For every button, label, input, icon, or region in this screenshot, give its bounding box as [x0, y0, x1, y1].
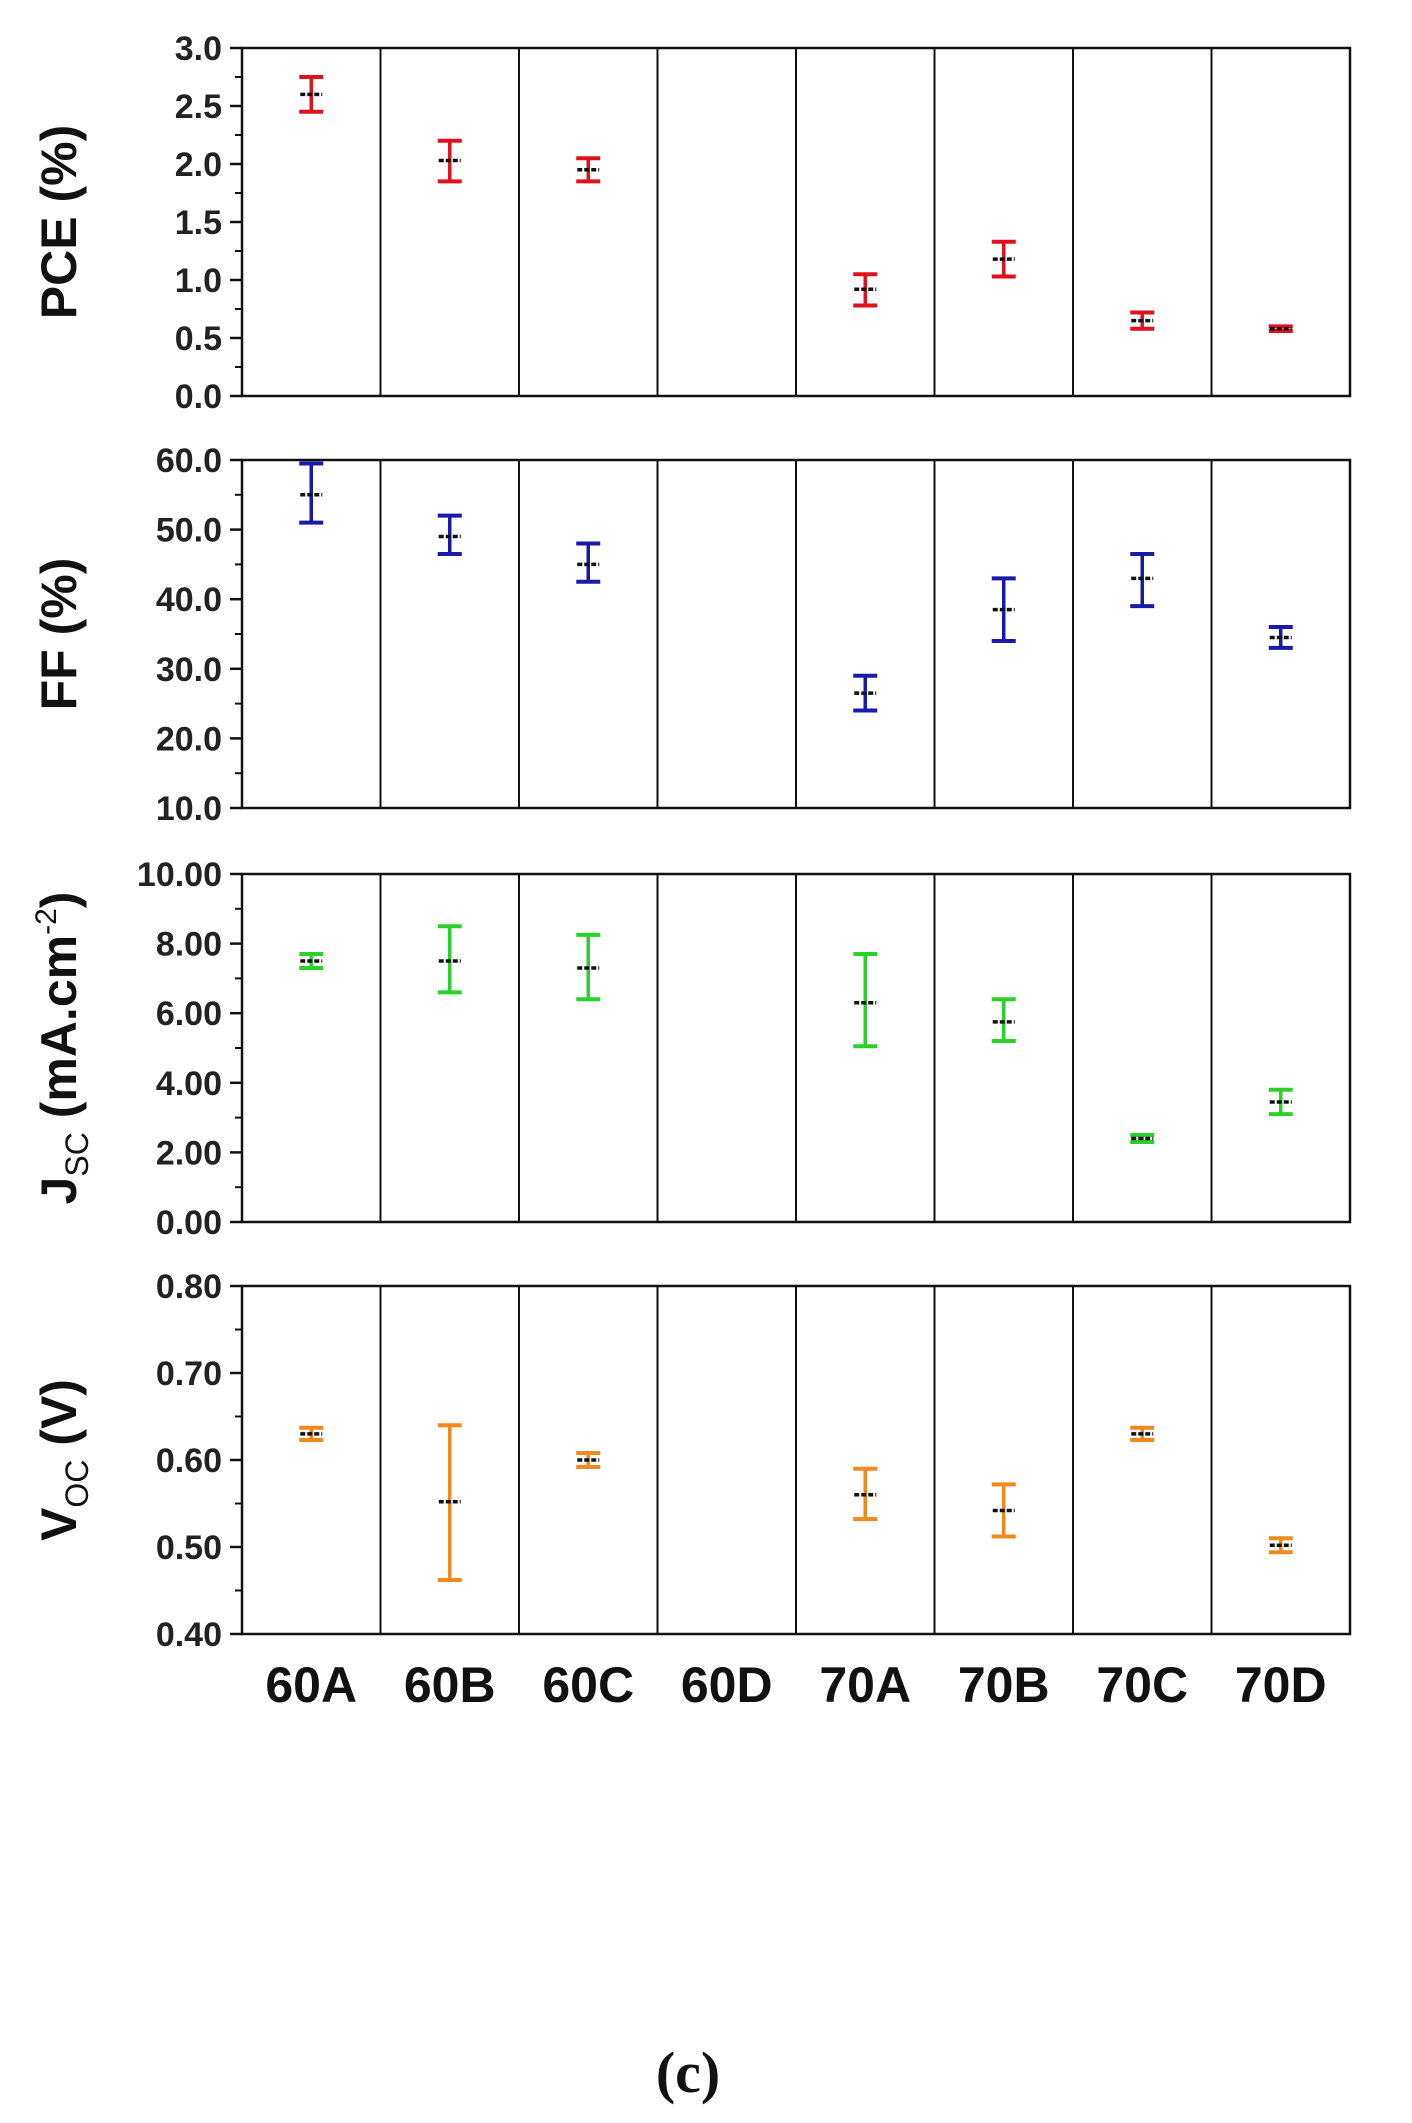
panel-4: 0.40 0.50 0.60 0.70 0.80 VOC (V) [31, 1268, 1352, 1654]
error-bar-70B [991, 1482, 1016, 1539]
x-category-label: 60D [681, 1657, 773, 1713]
error-bar-70D [1268, 1087, 1293, 1117]
error-bar-70A [853, 272, 878, 308]
error-bar-70B [991, 239, 1016, 279]
x-category-label: 70A [819, 1657, 911, 1713]
error-bar-70D [1268, 1536, 1293, 1555]
y-tick-label: 60.0 [156, 442, 222, 480]
y-axis-title: PCE (%) [31, 125, 87, 319]
y-axis-title: VOC (V) [31, 1379, 95, 1541]
y-tick-label: 2.0 [175, 146, 222, 184]
error-bar-70C [1130, 551, 1155, 609]
error-bar-60B [437, 1423, 462, 1583]
y-tick-label: 1.5 [175, 204, 222, 242]
y-tick-label: 2.5 [175, 88, 222, 126]
error-bar-60A [299, 952, 324, 970]
y-tick-label: 10.0 [156, 790, 222, 828]
error-bar-60A [299, 75, 324, 114]
panel-2: 10.0 20.0 30.0 40.0 50.0 60.0 FF (%) [31, 442, 1352, 828]
y-tick-label: 0.0 [175, 378, 222, 416]
y-tick-label: 50.0 [156, 512, 222, 550]
y-tick-label: 0.50 [156, 1529, 222, 1567]
error-bar-60B [437, 138, 462, 184]
y-tick-label: 30.0 [156, 651, 222, 689]
x-category-label: 60B [404, 1657, 496, 1713]
chart-panels: 0.0 0.5 1.0 1.5 2.0 2.5 3.0 PCE (%) 10.0 20.0 30.0… [30, 30, 1352, 1654]
y-tick-label: 0.00 [156, 1204, 222, 1242]
y-tick-label: 2.00 [156, 1134, 222, 1172]
x-category-label: 70D [1235, 1657, 1327, 1713]
error-bar-70C [1130, 1133, 1155, 1144]
error-bar-70B [991, 997, 1016, 1044]
y-tick-label: 0.60 [156, 1442, 222, 1480]
y-tick-label: 8.00 [156, 926, 222, 964]
y-tick-label: 0.80 [156, 1268, 222, 1306]
x-category-label: 70B [958, 1657, 1050, 1713]
error-bar-60C [576, 1451, 601, 1469]
y-tick-label: 0.70 [156, 1355, 222, 1393]
y-axis-title: JSC (mA.cm-2) [30, 892, 95, 1205]
error-bar-60C [576, 156, 601, 184]
y-tick-label: 40.0 [156, 581, 222, 619]
error-bar-60B [437, 513, 462, 556]
y-tick-label: 0.5 [175, 320, 222, 358]
error-bar-60C [576, 932, 601, 1002]
error-bar-60B [437, 924, 462, 995]
panel-3: 0.00 2.00 4.00 6.00 8.00 10.00 JSC (mA.cm-2) [30, 856, 1352, 1242]
x-category-label: 60C [542, 1657, 634, 1713]
figure-caption: (c) [656, 2040, 720, 2105]
error-bar-70A [853, 952, 878, 1049]
error-bar-60A [299, 461, 324, 525]
x-category-label: 70C [1096, 1657, 1188, 1713]
error-bar-60C [576, 541, 601, 584]
y-tick-label: 10.00 [137, 856, 222, 894]
error-bar-70C [1130, 1425, 1155, 1442]
y-tick-label: 20.0 [156, 720, 222, 758]
y-tick-label: 4.00 [156, 1065, 222, 1103]
y-tick-label: 6.00 [156, 995, 222, 1033]
error-bar-70A [853, 1466, 878, 1522]
y-tick-label: 1.0 [175, 262, 222, 300]
panel-1: 0.0 0.5 1.0 1.5 2.0 2.5 3.0 PCE (%) [31, 30, 1352, 416]
error-bar-70C [1130, 310, 1155, 331]
y-axis-title: FF (%) [31, 558, 87, 711]
error-bar-60A [299, 1425, 324, 1442]
y-tick-label: 3.0 [175, 30, 222, 68]
x-category-label: 60A [265, 1657, 357, 1713]
y-tick-label: 0.40 [156, 1616, 222, 1654]
error-bar-70D [1268, 625, 1293, 650]
error-bar-70D [1268, 324, 1293, 334]
x-axis-labels: 60A 60B 60C 60D 70A 70B 70C 70D [265, 1657, 1326, 1713]
error-bar-70B [991, 576, 1016, 643]
error-bar-70A [853, 673, 878, 713]
